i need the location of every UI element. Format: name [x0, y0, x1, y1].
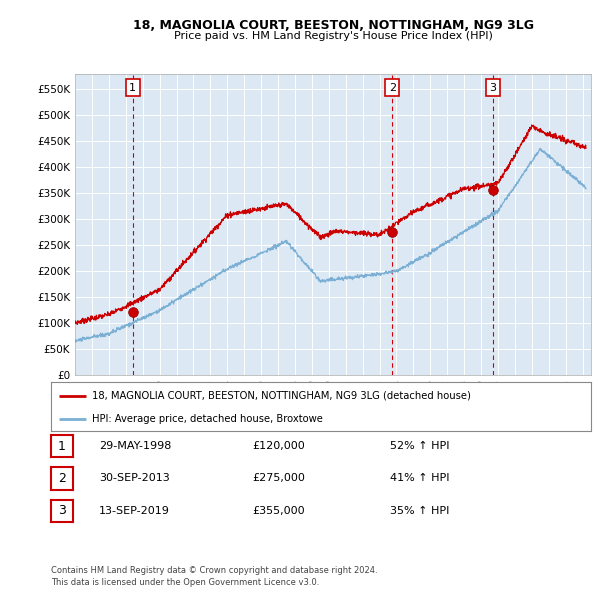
Text: 3: 3 [58, 504, 66, 517]
Text: £275,000: £275,000 [252, 474, 305, 483]
Text: 2: 2 [389, 83, 396, 93]
Text: 3: 3 [490, 83, 496, 93]
Text: 18, MAGNOLIA COURT, BEESTON, NOTTINGHAM, NG9 3LG (detached house): 18, MAGNOLIA COURT, BEESTON, NOTTINGHAM,… [91, 391, 470, 401]
Text: 1: 1 [129, 83, 136, 93]
Text: 35% ↑ HPI: 35% ↑ HPI [390, 506, 449, 516]
Text: 29-MAY-1998: 29-MAY-1998 [99, 441, 172, 451]
Text: Contains HM Land Registry data © Crown copyright and database right 2024.
This d: Contains HM Land Registry data © Crown c… [51, 566, 377, 587]
Text: HPI: Average price, detached house, Broxtowe: HPI: Average price, detached house, Brox… [91, 414, 322, 424]
Text: 18, MAGNOLIA COURT, BEESTON, NOTTINGHAM, NG9 3LG: 18, MAGNOLIA COURT, BEESTON, NOTTINGHAM,… [133, 19, 533, 32]
Text: 1: 1 [58, 440, 66, 453]
Text: £120,000: £120,000 [252, 441, 305, 451]
Text: 41% ↑ HPI: 41% ↑ HPI [390, 474, 449, 483]
Text: 2: 2 [58, 472, 66, 485]
Text: 30-SEP-2013: 30-SEP-2013 [99, 474, 170, 483]
Text: £355,000: £355,000 [252, 506, 305, 516]
Text: 52% ↑ HPI: 52% ↑ HPI [390, 441, 449, 451]
Text: Price paid vs. HM Land Registry's House Price Index (HPI): Price paid vs. HM Land Registry's House … [173, 31, 493, 41]
Text: 13-SEP-2019: 13-SEP-2019 [99, 506, 170, 516]
